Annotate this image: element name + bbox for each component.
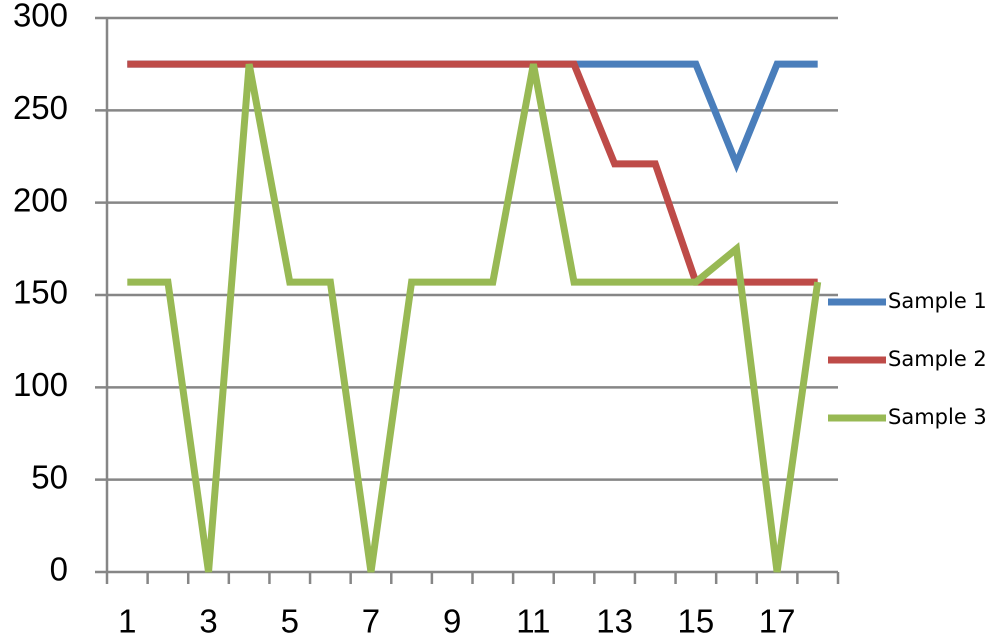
y-tick-label: 250 xyxy=(13,89,68,126)
legend-label: Sample 2 xyxy=(888,347,987,371)
y-tick-label: 0 xyxy=(50,551,68,588)
y-tick-label: 100 xyxy=(13,366,68,403)
y-tick-label: 150 xyxy=(13,274,68,311)
x-tick-label: 17 xyxy=(759,603,796,640)
x-tick-label: 1 xyxy=(118,603,136,640)
legend-label: Sample 1 xyxy=(888,289,987,313)
y-tick-label: 200 xyxy=(13,181,68,218)
series-line xyxy=(127,60,818,174)
legend-label: Sample 3 xyxy=(888,405,987,429)
x-tick-label: 3 xyxy=(199,603,217,640)
x-tick-label: 13 xyxy=(596,603,633,640)
x-tick-label: 5 xyxy=(281,603,299,640)
series-line xyxy=(127,63,822,573)
x-tick-label: 9 xyxy=(443,603,461,640)
y-tick-label: 300 xyxy=(13,0,68,34)
series-line xyxy=(127,60,818,286)
x-tick-label: 7 xyxy=(362,603,380,640)
y-tick-label: 50 xyxy=(31,458,68,495)
x-tick-label: 15 xyxy=(678,603,715,640)
x-tick-label: 11 xyxy=(516,603,550,640)
